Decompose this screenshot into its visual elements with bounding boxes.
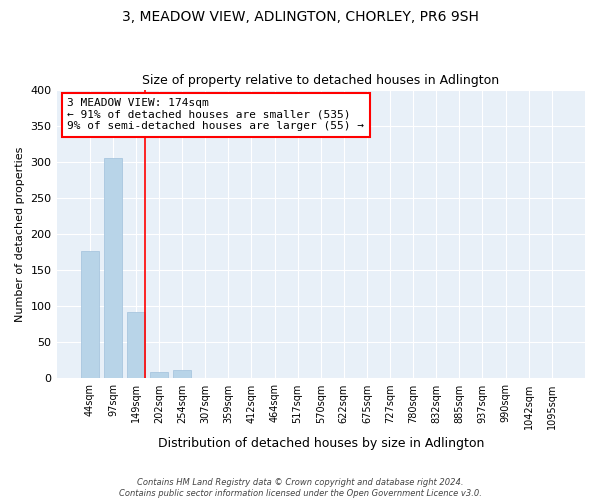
Text: 3 MEADOW VIEW: 174sqm
← 91% of detached houses are smaller (535)
9% of semi-deta: 3 MEADOW VIEW: 174sqm ← 91% of detached … [67, 98, 364, 132]
Bar [127, 312, 145, 378]
Bar [80, 250, 99, 378]
Text: 3, MEADOW VIEW, ADLINGTON, CHORLEY, PR6 9SH: 3, MEADOW VIEW, ADLINGTON, CHORLEY, PR6 … [122, 10, 478, 24]
Bar [150, 372, 169, 378]
Text: Contains HM Land Registry data © Crown copyright and database right 2024.
Contai: Contains HM Land Registry data © Crown c… [119, 478, 481, 498]
Bar [104, 158, 122, 378]
Y-axis label: Number of detached properties: Number of detached properties [15, 146, 25, 322]
Bar [173, 370, 191, 378]
Title: Size of property relative to detached houses in Adlington: Size of property relative to detached ho… [142, 74, 499, 87]
X-axis label: Distribution of detached houses by size in Adlington: Distribution of detached houses by size … [158, 437, 484, 450]
